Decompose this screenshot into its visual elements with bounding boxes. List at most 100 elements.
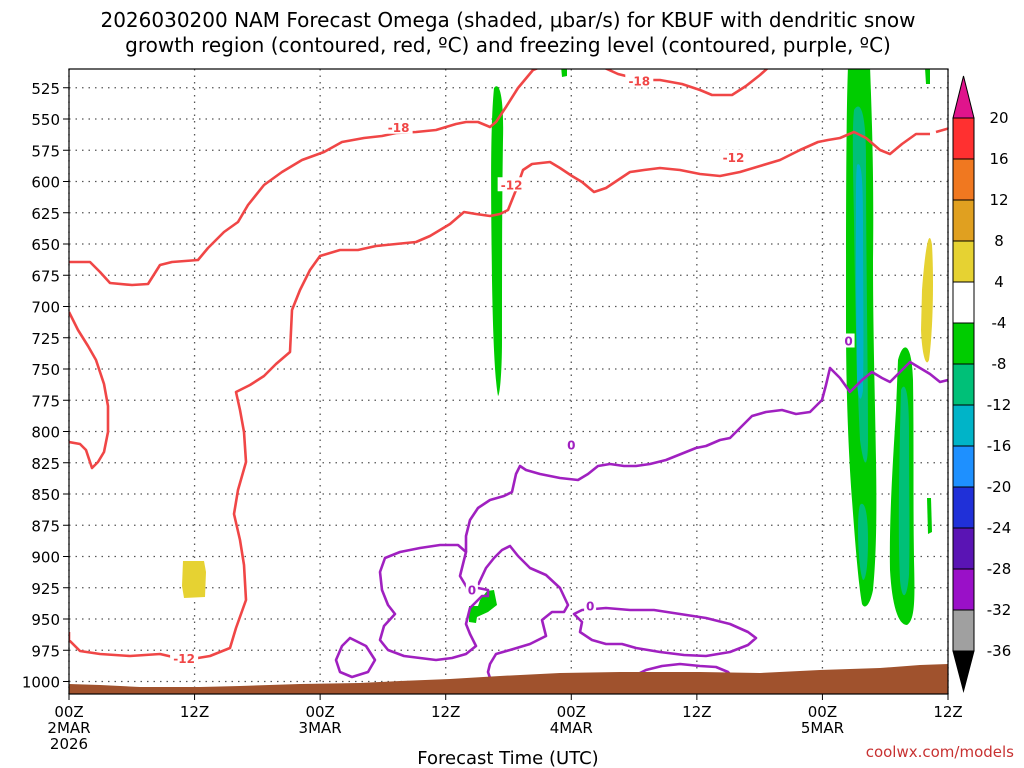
dendritic-contour-minus18-west — [69, 69, 540, 287]
colorbar-bin-10 — [952, 527, 975, 570]
contour-label-3: -12 — [723, 151, 745, 165]
contour-label-4: -12 — [173, 652, 195, 666]
plot-frame — [68, 68, 949, 695]
contour-label-8: 0 — [586, 600, 594, 614]
x-tick-line-0-2: 2026 — [50, 735, 88, 753]
x-tick-line-72-0: 00Z — [808, 703, 837, 721]
freezing-contour-loop-3 — [572, 606, 758, 658]
chart-title-line-1: 2026030200 NAM Forecast Omega (shaded, μ… — [100, 8, 915, 32]
y-tick-label-825: 825 — [31, 455, 60, 473]
x-tick-line-84-0: 12Z — [933, 703, 962, 721]
chart-title-line-2: growth region (contoured, red, ºC) and f… — [125, 33, 891, 57]
x-axis-title: Forecast Time (UTC) — [417, 748, 598, 768]
contour-label-bg-5 — [565, 437, 578, 452]
x-tick-label-60: 12Z — [682, 703, 711, 721]
omega-ascent-speck-2 — [927, 498, 932, 534]
colorbar-label-9: -20 — [987, 478, 1012, 496]
colorbar-bin-9 — [952, 486, 975, 529]
contour-labels: -18 -18 -12 -12 -12 0 0 0 0 — [170, 73, 855, 666]
x-tick-line-48-1: 4MAR — [550, 719, 593, 737]
x-tick-label-48: 00Z 4MAR — [550, 703, 593, 737]
colorbar-label-6: -8 — [992, 355, 1007, 373]
x-tick-line-0-0: 00Z — [54, 703, 83, 721]
x-tick-line-24-1: 3MAR — [299, 719, 342, 737]
y-tick-label-675: 675 — [31, 267, 60, 285]
y-tick-label-800: 800 — [31, 424, 60, 442]
colorbar-bin-5 — [952, 322, 975, 365]
y-tick-label-700: 700 — [31, 299, 60, 317]
y-tick-label-750: 750 — [31, 361, 60, 379]
colorbar-over-arrow — [952, 75, 975, 119]
colorbar-label-1: 16 — [989, 150, 1008, 168]
x-tick-line-0-1: 2MAR — [47, 719, 90, 737]
colorbar-label-5: -4 — [992, 314, 1007, 332]
x-tick-line-60-0: 12Z — [682, 703, 711, 721]
colorbar-bin-8 — [952, 445, 975, 488]
freezing-contour-loop-4 — [334, 636, 377, 679]
grid-lines — [68, 69, 949, 694]
colorbar-bin-6 — [952, 363, 975, 406]
y-tick-label-900: 900 — [31, 549, 60, 567]
freezing-contour-main — [464, 360, 948, 552]
x-tick-line-36-0: 12Z — [431, 703, 460, 721]
y-tick-label-550: 550 — [31, 111, 60, 129]
colorbar-label-13: -36 — [987, 642, 1012, 660]
omega-descent-patch-1 — [182, 561, 206, 598]
contour-label-bg-6 — [842, 333, 855, 348]
colorbar-label-0: 20 — [989, 109, 1008, 127]
contour-label-bg-3 — [719, 149, 748, 164]
freezing-contour-loop-2 — [476, 544, 570, 679]
colorbar-label-7: -12 — [987, 396, 1012, 414]
contour-label-0: -18 — [388, 121, 410, 135]
y-tick-label-725: 725 — [31, 330, 60, 348]
omega-ascent-strong-2 — [856, 164, 864, 399]
colorbar-bin-11 — [952, 568, 975, 611]
x-tick-label-12: 12Z — [180, 703, 209, 721]
colorbar-label-11: -28 — [987, 560, 1012, 578]
y-tick-label-600: 600 — [31, 174, 60, 192]
colorbar-under-arrow — [952, 650, 975, 693]
x-tick-label-84: 12Z — [933, 703, 962, 721]
y-tick-label-850: 850 — [31, 486, 60, 504]
y-tick-label-650: 650 — [31, 236, 60, 254]
colorbar-bin-3 — [952, 240, 975, 283]
terrain — [69, 664, 948, 694]
omega-ascent-blob-1 — [469, 590, 497, 623]
contour-label-1: -18 — [628, 75, 650, 89]
x-tick-label-0: 00Z 2MAR 2026 — [47, 703, 90, 753]
contour-label-6: 0 — [844, 335, 852, 349]
credit-text: coolwx.com/models — [866, 743, 1014, 761]
temperature-contours — [69, 69, 948, 680]
colorbar-bin-0 — [952, 117, 975, 160]
y-tick-label-575: 575 — [31, 142, 60, 160]
freezing-contour-loop-1 — [378, 543, 490, 662]
y-tick-label-975: 975 — [31, 642, 60, 660]
omega-shading — [182, 69, 933, 625]
contour-label-bg-8 — [584, 598, 597, 613]
colorbar-label-2: 12 — [989, 191, 1008, 209]
dendritic-contour-minus12-upper — [69, 130, 930, 662]
omega-ascent-speck-1 — [561, 69, 567, 77]
x-tick-line-72-1: 5MAR — [801, 719, 844, 737]
x-tick-line-12-0: 12Z — [180, 703, 209, 721]
omega-ascent-speck-3 — [925, 69, 930, 84]
colorbar-bin-1 — [952, 158, 975, 201]
freezing-contour-bottom — [629, 662, 735, 680]
y-tick-label-625: 625 — [31, 205, 60, 223]
omega-ascent-plume-1 — [491, 86, 504, 396]
dendritic-contour-minus12-left — [69, 311, 110, 470]
colorbar-label-12: -32 — [987, 601, 1012, 619]
colorbar-label-10: -24 — [987, 519, 1012, 537]
y-tick-label-875: 875 — [31, 517, 60, 535]
colorbar: 20 16 12 8 4 -4 -8 -12 -16 -20 -24 -28 -32 -36 — [952, 75, 1012, 693]
contour-label-7: 0 — [468, 583, 476, 597]
omega-descent-patch-2 — [921, 237, 933, 363]
x-tick-label-36: 12Z — [431, 703, 460, 721]
colorbar-label-8: -16 — [987, 437, 1012, 455]
omega-ascent-mod-3 — [898, 386, 910, 596]
colorbar-bin-12 — [952, 609, 975, 652]
colorbar-bin-2 — [952, 199, 975, 242]
y-axis: 525 550 575 600 625 650 675 700 725 750 775 800 825 8… — [22, 80, 69, 692]
